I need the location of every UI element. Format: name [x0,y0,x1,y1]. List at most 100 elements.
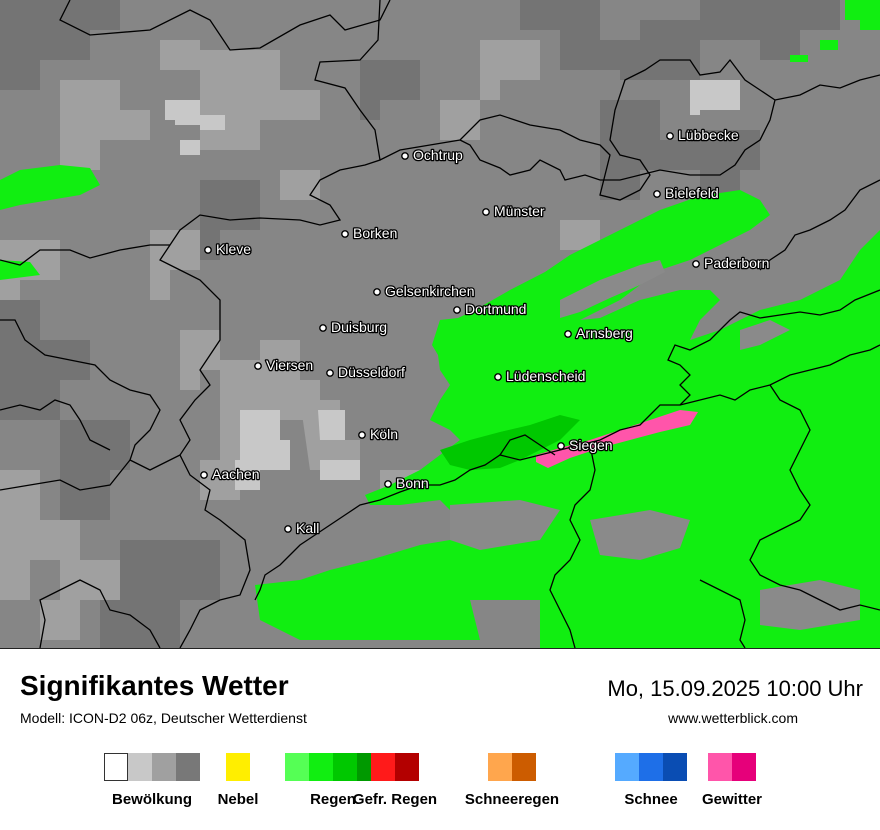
legend-label: Nebel [217,791,259,808]
map-canvas: Ochtrup Lübbecke Bielefeld Münster Borken Kle… [0,0,880,648]
city-dot [319,324,327,332]
city-marker: Lüdenscheid [494,367,587,385]
city-marker: Ochtrup [401,146,464,164]
legend-swatch [708,753,732,781]
city-label: Gelsenkirchen [385,283,475,299]
legend-swatch [395,753,419,781]
city-label: Düsseldorf [338,364,405,380]
thunderstorm-area [536,410,698,468]
rain-layer [0,0,880,648]
legend-swatch [512,753,536,781]
city-markers: Ochtrup Lübbecke Bielefeld Münster Borken Kle… [200,126,771,537]
city-label: Paderborn [704,255,769,271]
city-label: Münster [494,203,545,219]
website-link[interactable]: www.wetterblick.com [668,710,798,726]
city-label: Kleve [216,241,251,257]
city-dot [373,288,381,296]
rain-northeast-area [790,0,880,62]
border-line [0,459,131,491]
border-line [549,444,596,648]
legend-swatch [128,753,152,781]
city-dot [564,330,572,338]
city-dot [401,152,409,160]
legend-swatches [371,753,419,781]
city-label: Borken [353,225,397,241]
legend-swatch [285,753,309,781]
border-line [254,289,880,601]
city-dot [666,132,674,140]
legend-swatch [371,753,395,781]
city-marker: Köln [358,425,399,443]
legend-item: Schneeregen [465,753,559,808]
weather-map: Ochtrup Lübbecke Bielefeld Münster Borken Kle… [0,0,880,649]
city-marker: Viersen [254,356,315,374]
border-line [749,384,811,591]
legend-swatch [615,753,639,781]
rain-dark-area [440,415,580,470]
city-dot [200,471,208,479]
legend-swatches [708,753,756,781]
legend-swatch [663,753,687,781]
border-line [799,589,880,611]
cloud-mid-area [0,40,600,640]
legend-swatch [176,753,200,781]
city-dot [326,369,334,377]
city-dot [453,306,461,314]
legend-item: Bewölkung [104,753,200,808]
city-marker: Bonn [384,474,430,492]
city-marker: Siegen [557,436,614,454]
border-line [379,58,776,201]
city-dot [284,525,292,533]
legend-swatches [615,753,687,781]
city-dot [204,246,212,254]
border-line [0,244,170,266]
legend-swatch [152,753,176,781]
city-label: Lüdenscheid [506,368,585,384]
legend-label: Gefr. Regen [352,791,438,808]
city-dot [653,190,661,198]
border-line [774,74,880,101]
legend-item: Regen [285,753,381,808]
city-marker: Dortmund [453,300,528,318]
city-dot [494,373,502,381]
border-line [159,0,381,648]
legend-swatches [104,753,200,781]
legend-swatch [488,753,512,781]
legend-swatches [488,753,536,781]
rain-gap-area [450,260,860,630]
city-dot [482,208,490,216]
border-line [59,0,391,51]
rain-northwest-area [0,165,100,280]
legend: Bewölkung Nebel Regen Gefr. Regen Schneerege… [0,753,880,813]
city-marker: Gelsenkirchen [373,282,476,300]
city-label: Dortmund [465,301,526,317]
city-label: Viersen [266,357,313,373]
city-marker: Lübbecke [666,126,740,144]
legend-label: Bewölkung [111,791,193,808]
legend-swatch [639,753,663,781]
border-line [699,579,746,648]
border-line [0,399,111,451]
legend-label: Gewitter [701,791,763,808]
city-label: Kall [296,520,319,536]
city-label: Bonn [396,475,429,491]
city-marker: Münster [482,202,546,220]
legend-label: Regen [310,791,356,808]
city-marker: Kall [284,519,321,537]
map-title: Signifikantes Wetter [20,670,289,701]
legend-label: Schneeregen [464,791,560,808]
city-label: Arnsberg [576,325,633,341]
legend-item: Gewitter [702,753,762,808]
city-dot [254,362,262,370]
city-dot [341,230,349,238]
city-label: Lübbecke [678,127,739,143]
city-label: Bielefeld [665,185,719,201]
city-label: Ochtrup [413,147,463,163]
city-marker: Arnsberg [564,324,634,342]
model-info: Modell: ICON-D2 06z, Deutscher Wetterdie… [20,710,307,726]
city-marker: Aachen [200,465,261,483]
city-label: Köln [370,426,398,442]
cloud-light-area [165,80,740,490]
city-dot [384,480,392,488]
legend-item: Schnee [615,753,687,808]
